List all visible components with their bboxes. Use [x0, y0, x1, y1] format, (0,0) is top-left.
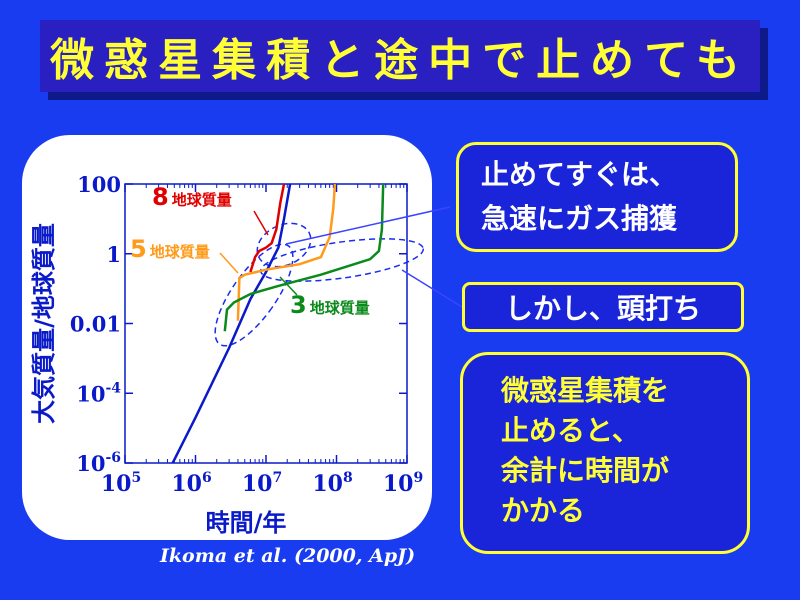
- page-title: 微惑星集積と途中で止めても: [50, 35, 750, 86]
- y-tick-label: 10-4: [76, 380, 121, 406]
- callout-plateau-text: しかし、頭打ち: [504, 292, 701, 325]
- y-tick-label: 0.01: [70, 312, 121, 337]
- chart-panel: 105 106 107 108 109 100 1 0.01 10-4 10-6 時間/年 大気質量/…: [22, 135, 432, 540]
- series-label-3: 3 地球質量: [290, 291, 370, 319]
- series-label-pointer-1: [219, 252, 239, 274]
- x-tick-label: 108: [312, 470, 352, 497]
- x-tick-label: 106: [171, 470, 211, 497]
- callout-conclusion-line3: 余計に時間が: [501, 454, 670, 487]
- series-label-pointer-0: [253, 210, 269, 236]
- highlight-ellipse-left: [214, 243, 294, 347]
- x-tick-label: 107: [242, 470, 282, 497]
- callout-conclusion-line4: かかる: [501, 494, 586, 527]
- title-bar: 微惑星集積と途中で止めても: [40, 20, 760, 92]
- series-line-1: [249, 184, 286, 273]
- y-tick-label: 10-6: [76, 450, 121, 476]
- callout-gas-capture: 止めてすぐは、 急速にガス捕獲: [456, 142, 738, 252]
- series-label-1: 8 地球質量: [152, 183, 232, 211]
- x-axis-label: 時間/年: [206, 509, 287, 537]
- series-label-2: 5 地球質量: [130, 235, 210, 263]
- y-tick-label: 100: [77, 172, 121, 197]
- series-label-pointer-2: [279, 276, 298, 296]
- citation: Ikoma et al. (2000, ApJ): [160, 545, 416, 567]
- chart: 105 106 107 108 109 100 1 0.01 10-4 10-6 時間/年 大気質量/…: [30, 172, 424, 537]
- callout-conclusion-line1: 微惑星集積を: [501, 374, 670, 407]
- callout-conclusion-line2: 止めると、: [501, 414, 640, 447]
- plot-frame: [124, 183, 408, 464]
- callout-conclusion: 微惑星集積を 止めると、 余計に時間が かかる: [460, 352, 750, 554]
- x-tick-label: 109: [383, 470, 423, 497]
- y-axis-label: 大気質量/地球質量: [30, 223, 58, 424]
- y-tick-label: 1: [106, 242, 121, 267]
- callout-gas-capture-line2: 急速にガス捕獲: [481, 202, 678, 235]
- x-tick-label: 105: [101, 470, 141, 497]
- callout-gas-capture-line1: 止めてすぐは、: [481, 158, 678, 191]
- callout-plateau: しかし、頭打ち: [462, 282, 744, 332]
- series-line-0: [171, 184, 292, 463]
